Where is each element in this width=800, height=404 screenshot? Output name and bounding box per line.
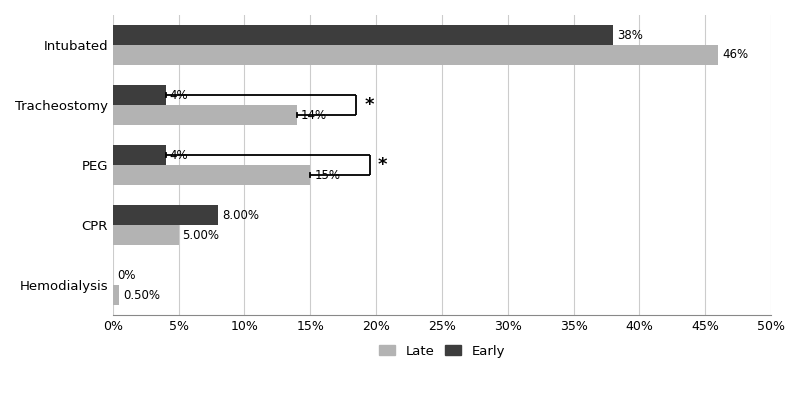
Text: 0.50%: 0.50% xyxy=(123,289,160,302)
Text: 46%: 46% xyxy=(722,48,749,61)
Text: 14%: 14% xyxy=(301,109,327,122)
Bar xyxy=(113,285,119,305)
Text: 5.00%: 5.00% xyxy=(182,229,220,242)
Text: *: * xyxy=(378,156,387,174)
Bar xyxy=(113,45,718,65)
Bar xyxy=(113,165,310,185)
Text: 15%: 15% xyxy=(314,168,340,181)
Text: 38%: 38% xyxy=(617,29,643,42)
Text: 0%: 0% xyxy=(117,269,135,282)
Bar xyxy=(113,85,166,105)
Text: 4%: 4% xyxy=(170,89,188,102)
Bar xyxy=(113,25,613,45)
Bar xyxy=(113,105,297,125)
Legend: Late, Early: Late, Early xyxy=(374,339,510,363)
Bar xyxy=(113,145,166,165)
Text: 4%: 4% xyxy=(170,149,188,162)
Bar xyxy=(113,205,218,225)
Text: 8.00%: 8.00% xyxy=(222,209,259,222)
Bar xyxy=(113,225,178,245)
Text: *: * xyxy=(364,96,374,114)
